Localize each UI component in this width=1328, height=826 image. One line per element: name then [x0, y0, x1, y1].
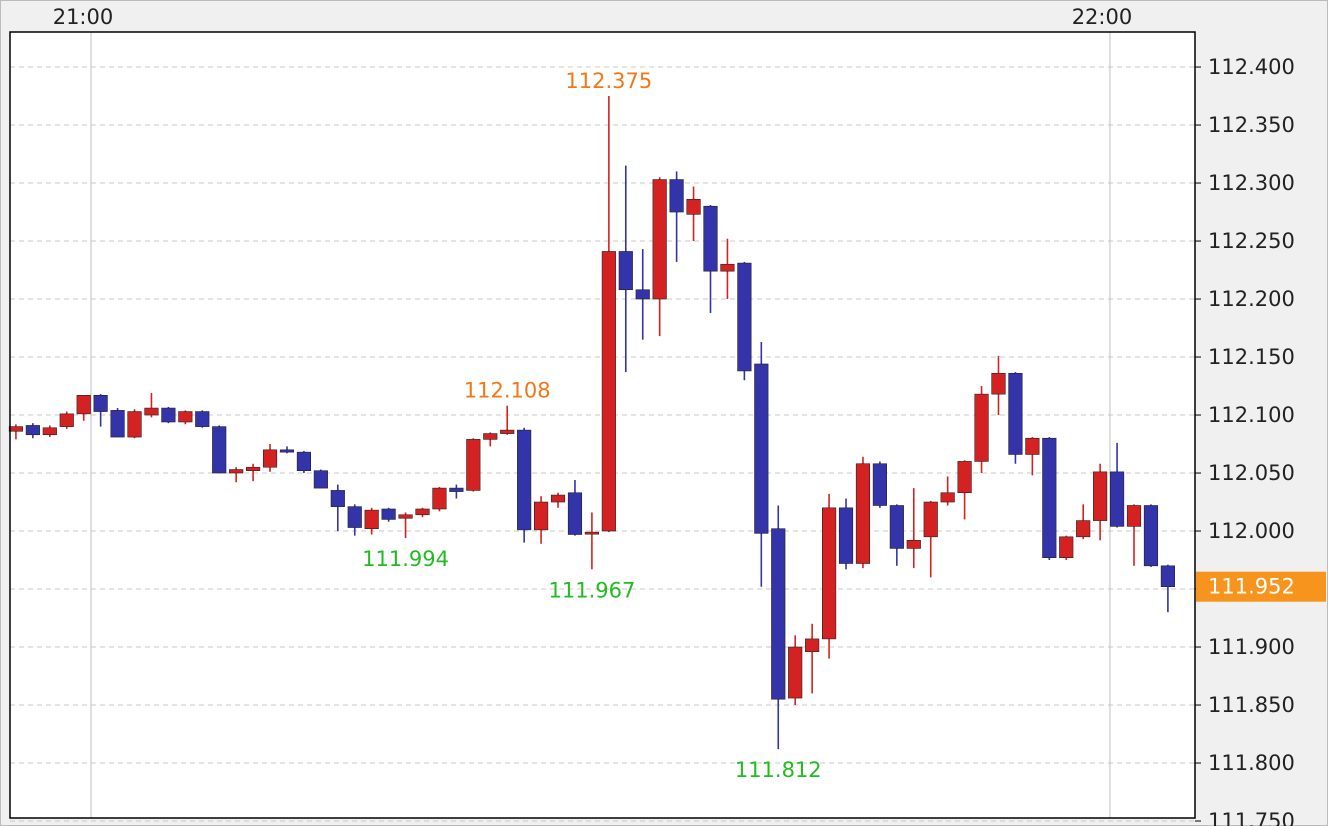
candle-body [144, 407, 159, 416]
candle-body [567, 492, 583, 535]
candle-body [1008, 372, 1023, 455]
extreme-label: 112.108 [464, 379, 551, 403]
candle-body [195, 411, 210, 427]
candle-body [737, 262, 752, 372]
candle-body [42, 427, 57, 436]
candle-body [229, 469, 244, 474]
y-tick-label: 111.900 [1208, 635, 1295, 659]
candle-body [398, 514, 413, 519]
y-tick-label: 112.400 [1208, 55, 1295, 79]
candle-body [686, 198, 701, 215]
candle-body [517, 429, 532, 531]
candle-body [872, 463, 887, 506]
candle-body [1093, 471, 1108, 521]
y-tick-label: 111.800 [1208, 751, 1295, 775]
candle-body [669, 179, 684, 213]
extreme-label: 111.967 [548, 578, 635, 602]
candle-body [534, 501, 549, 531]
plot-border [9, 31, 1196, 819]
candle-body [703, 205, 718, 272]
candle-body [822, 507, 837, 640]
candle-body [246, 466, 261, 472]
y-tick-label: 112.250 [1208, 229, 1295, 253]
candle-body [957, 461, 972, 494]
candle-body [1059, 536, 1074, 559]
candle-body [466, 439, 481, 491]
y-tick-label: 112.000 [1208, 519, 1295, 543]
candle-body [1143, 505, 1159, 567]
candle-body [432, 487, 447, 510]
y-tick-label: 111.850 [1208, 693, 1295, 717]
candle-body [805, 638, 820, 652]
candle-body [855, 463, 871, 564]
candle-body [178, 411, 193, 423]
candle-body [1160, 565, 1175, 588]
candle-body [991, 372, 1006, 395]
y-tick-label: 112.050 [1208, 461, 1295, 485]
candle-body [923, 501, 938, 538]
candle-body [8, 426, 24, 432]
extreme-label: 111.812 [735, 758, 822, 782]
extreme-label: 112.375 [565, 69, 652, 93]
candle-body [279, 449, 295, 453]
candle-body [161, 407, 176, 423]
candle-body [771, 528, 786, 700]
last-price-label: 111.952 [1208, 575, 1295, 599]
y-tick-label: 111.750 [1208, 809, 1295, 826]
candle-body [754, 363, 769, 534]
candle-body [652, 179, 667, 300]
candle-body [720, 263, 735, 272]
candle-body [59, 413, 74, 427]
candle-body [618, 251, 633, 291]
candle-body [974, 393, 989, 462]
y-tick-label: 112.350 [1208, 113, 1295, 137]
candle-body [483, 433, 498, 440]
candle-body [838, 507, 854, 564]
candle-body [601, 251, 616, 532]
candle-body [889, 505, 904, 549]
candle-body [93, 395, 108, 412]
candle-body [25, 425, 40, 436]
candle-body [381, 508, 396, 520]
candle-body [635, 289, 650, 300]
y-tick-label: 112.100 [1208, 403, 1295, 427]
candle-body [313, 470, 328, 489]
candle-body [1076, 520, 1091, 538]
candle-body [296, 451, 311, 472]
candle-body [500, 429, 515, 434]
candle-body [364, 509, 379, 530]
extreme-label: 111.994 [362, 547, 449, 571]
y-tick-label: 112.150 [1208, 345, 1295, 369]
x-tick-label: 21:00 [53, 5, 114, 29]
candle-body [212, 426, 227, 474]
candle-body [127, 411, 142, 438]
candle-body [76, 395, 91, 415]
candle-body [330, 490, 345, 507]
last-price-box [1196, 571, 1326, 602]
candle-body [940, 492, 955, 503]
candle-body [1109, 471, 1125, 527]
candle-body [1042, 437, 1057, 559]
candle-body [1126, 505, 1142, 527]
x-tick-label: 22:00 [1072, 5, 1133, 29]
candle-body [906, 540, 921, 549]
candle-body [347, 506, 362, 528]
candle-body [415, 508, 430, 516]
candle-body [262, 449, 278, 468]
candle-body [550, 494, 566, 503]
candle-body [788, 646, 803, 699]
candle-body [1025, 437, 1040, 455]
y-tick-label: 112.300 [1208, 171, 1295, 195]
plot-layer: 112.375 112.108 111.994 111.967 111.812 [8, 32, 1195, 822]
candle-body [449, 487, 464, 492]
y-tick-label: 112.200 [1208, 287, 1295, 311]
candle-body [584, 531, 599, 535]
candle-body [110, 410, 125, 438]
